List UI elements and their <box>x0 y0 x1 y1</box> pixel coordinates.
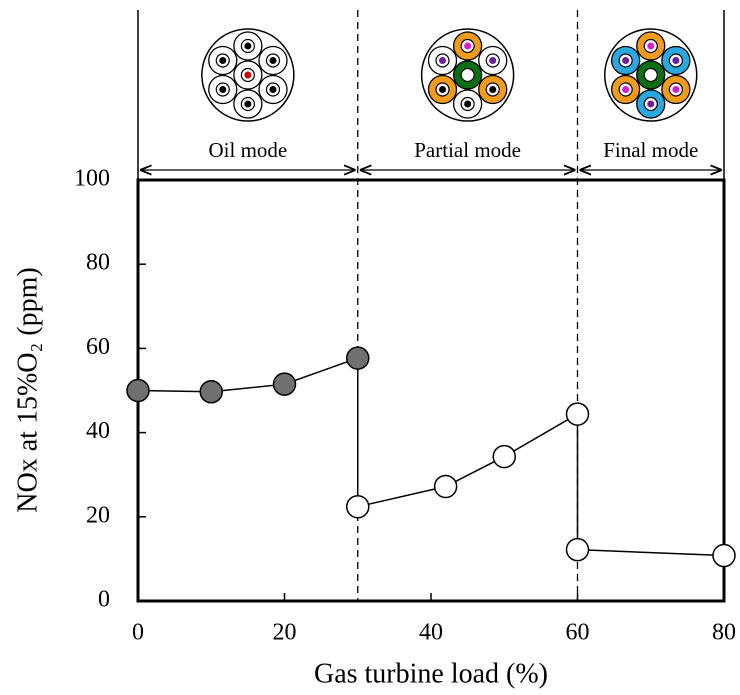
nozzle-tip <box>647 43 654 50</box>
nozzle-tip <box>464 72 471 79</box>
nozzle-tip <box>622 57 629 64</box>
data-point <box>200 381 222 403</box>
nozzle-tip <box>647 101 654 108</box>
data-point <box>493 446 515 468</box>
y-tick-label: 0 <box>98 587 110 613</box>
data-point <box>567 539 589 561</box>
y-tick-label: 100 <box>74 166 110 192</box>
data-point <box>713 545 735 567</box>
mode-label: Partial mode <box>414 138 521 162</box>
data-point <box>347 496 369 518</box>
x-tick-label: 0 <box>132 620 144 646</box>
series-line <box>138 358 358 392</box>
nozzle-tip <box>464 101 471 108</box>
data-point <box>435 475 457 497</box>
nozzle-tip <box>672 57 679 64</box>
y-axis-label: NOx at 15%O₂ (ppm) <box>12 267 43 512</box>
nozzle-tip <box>464 43 471 50</box>
chart: Gas turbine load (%) NOx at 15%O₂ (ppm) … <box>0 0 740 695</box>
x-axis-label: Gas turbine load (%) <box>314 658 548 689</box>
nozzle-tip <box>219 57 226 64</box>
x-tick-label: 80 <box>712 620 736 646</box>
x-tick-label: 40 <box>419 620 443 646</box>
y-tick-label: 60 <box>86 334 110 360</box>
data-point <box>347 347 369 369</box>
data-point <box>567 403 589 425</box>
nozzle-tip <box>622 86 629 93</box>
x-tick-label: 20 <box>273 620 297 646</box>
y-tick-label: 40 <box>86 418 110 444</box>
data-point <box>274 373 296 395</box>
nozzle-tip <box>219 86 226 93</box>
nozzle-tip <box>439 86 446 93</box>
nozzle-tip <box>672 86 679 93</box>
nozzle-tip <box>269 57 276 64</box>
series-line <box>358 414 578 507</box>
data-point <box>127 380 149 402</box>
nozzle-tip <box>647 72 654 79</box>
nozzle-tip <box>244 43 251 50</box>
nozzle-tip <box>489 86 496 93</box>
nozzle-tip <box>489 57 496 64</box>
x-tick-label: 60 <box>566 620 590 646</box>
nozzle-tip <box>244 101 251 108</box>
mode-label: Oil mode <box>209 138 288 162</box>
series-line <box>578 550 725 556</box>
nozzle-tip <box>439 57 446 64</box>
nozzle-tip <box>269 86 276 93</box>
y-tick-label: 20 <box>86 502 110 528</box>
mode-label: Final mode <box>603 138 698 162</box>
y-tick-label: 80 <box>86 250 110 276</box>
nozzle-tip <box>244 72 251 79</box>
